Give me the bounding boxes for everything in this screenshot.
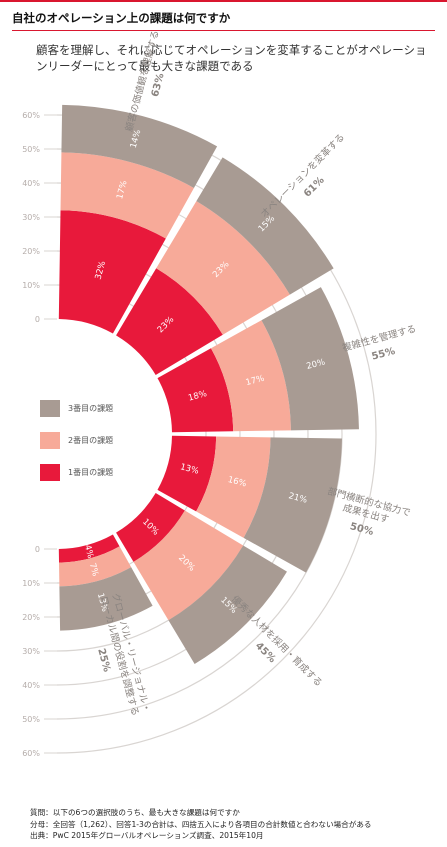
legend-swatch-third — [40, 399, 60, 417]
data-label: 17% — [245, 374, 266, 389]
data-label: 21% — [287, 491, 308, 506]
data-label: 20% — [305, 357, 326, 372]
category-total: 50% — [349, 521, 375, 538]
data-label: 7% — [87, 562, 100, 578]
bar-segment — [59, 546, 132, 587]
category-total: 55% — [371, 346, 397, 363]
bar-segment — [116, 493, 185, 562]
legend-label-first: 1番目の課題 — [68, 467, 114, 477]
axis-tick-bottom: 40% — [22, 681, 40, 690]
chart-legend: 3番目の課題 2番目の課題 1番目の課題 — [40, 392, 113, 488]
data-label: 16% — [227, 475, 248, 490]
legend-swatch-first — [40, 463, 60, 481]
axis-tick-top: 50% — [22, 145, 40, 154]
axis-tick-bottom: 60% — [22, 749, 40, 758]
footnote-base: 分母：全回答（1,262）、回答1-3の合計は、四捨五入により各項目の合計数値と… — [30, 819, 372, 829]
axis-tick-bottom: 50% — [22, 715, 40, 724]
category-total: 63% — [150, 72, 167, 98]
bar-segment — [261, 287, 359, 431]
polar-bar-chart: 32%17%14%顧客の価値観を理解する63%23%23%15%オペレーションを… — [22, 29, 418, 758]
bar-segment — [133, 510, 244, 621]
chart-footnotes: 質問：以下の6つの選択肢のうち、最も大きな課題は何ですか 分母：全回答（1,26… — [30, 807, 372, 842]
bar-segment — [156, 201, 290, 335]
data-label: 13% — [95, 592, 110, 613]
axis-tick-top: 0 — [35, 315, 40, 324]
axis-tick-top: 30% — [22, 213, 40, 222]
axis-tick-bottom: 20% — [22, 613, 40, 622]
footnote-source: 出典：PwC 2015年グローバルオペレーションズ調査、2015年10月 — [30, 831, 264, 840]
bar-segment — [196, 436, 271, 538]
data-label: 13% — [179, 462, 200, 477]
legend-item-first: 1番目の課題 — [40, 456, 113, 488]
category-name: 優秀な人材を採用・育成する — [229, 593, 325, 689]
legend-item-second: 2番目の課題 — [40, 424, 113, 456]
axis-tick-top: 60% — [22, 111, 40, 120]
bar-segment — [60, 152, 194, 239]
legend-label-third: 3番目の課題 — [68, 403, 114, 413]
data-label: 14% — [129, 129, 144, 150]
chart-subtitle: 顧客を理解し、それに応じてオペレーションを変革することがオペレーションリーダーに… — [36, 43, 427, 73]
bar-segment — [196, 157, 334, 295]
bar-segment — [61, 104, 218, 188]
data-label: 4% — [82, 544, 95, 560]
footnote-question: 質問：以下の6つの選択肢のうち、最も大きな課題は何ですか — [30, 808, 240, 817]
legend-label-second: 2番目の課題 — [68, 435, 114, 445]
page-title: 自社のオペレーション上の課題は何ですか — [12, 11, 231, 25]
axis-tick-top: 20% — [22, 247, 40, 256]
top-accent-line — [0, 0, 447, 2]
bar-segment — [243, 437, 342, 573]
axis-tick-bottom: 0 — [35, 545, 40, 554]
data-label: 17% — [115, 179, 130, 200]
bar-segment — [157, 435, 217, 512]
data-label: 32% — [94, 260, 109, 281]
legend-item-third: 3番目の課題 — [40, 392, 113, 424]
bar-segment — [58, 210, 166, 334]
bar-segment — [116, 268, 223, 375]
axis-tick-bottom: 30% — [22, 647, 40, 656]
bar-segment — [157, 348, 234, 433]
bar-segment — [168, 545, 287, 664]
bar-segment — [210, 320, 291, 432]
axis-tick-top: 10% — [22, 281, 40, 290]
axis-tick-bottom: 10% — [22, 579, 40, 588]
bar-segment — [58, 534, 120, 563]
title-divider — [12, 30, 435, 31]
category-total: 25% — [95, 647, 112, 673]
data-label: 18% — [187, 389, 208, 404]
axis-tick-top: 40% — [22, 179, 40, 188]
category-name: オペレーションを変革する — [258, 131, 347, 220]
bar-segment — [59, 567, 153, 631]
legend-swatch-second — [40, 431, 60, 449]
